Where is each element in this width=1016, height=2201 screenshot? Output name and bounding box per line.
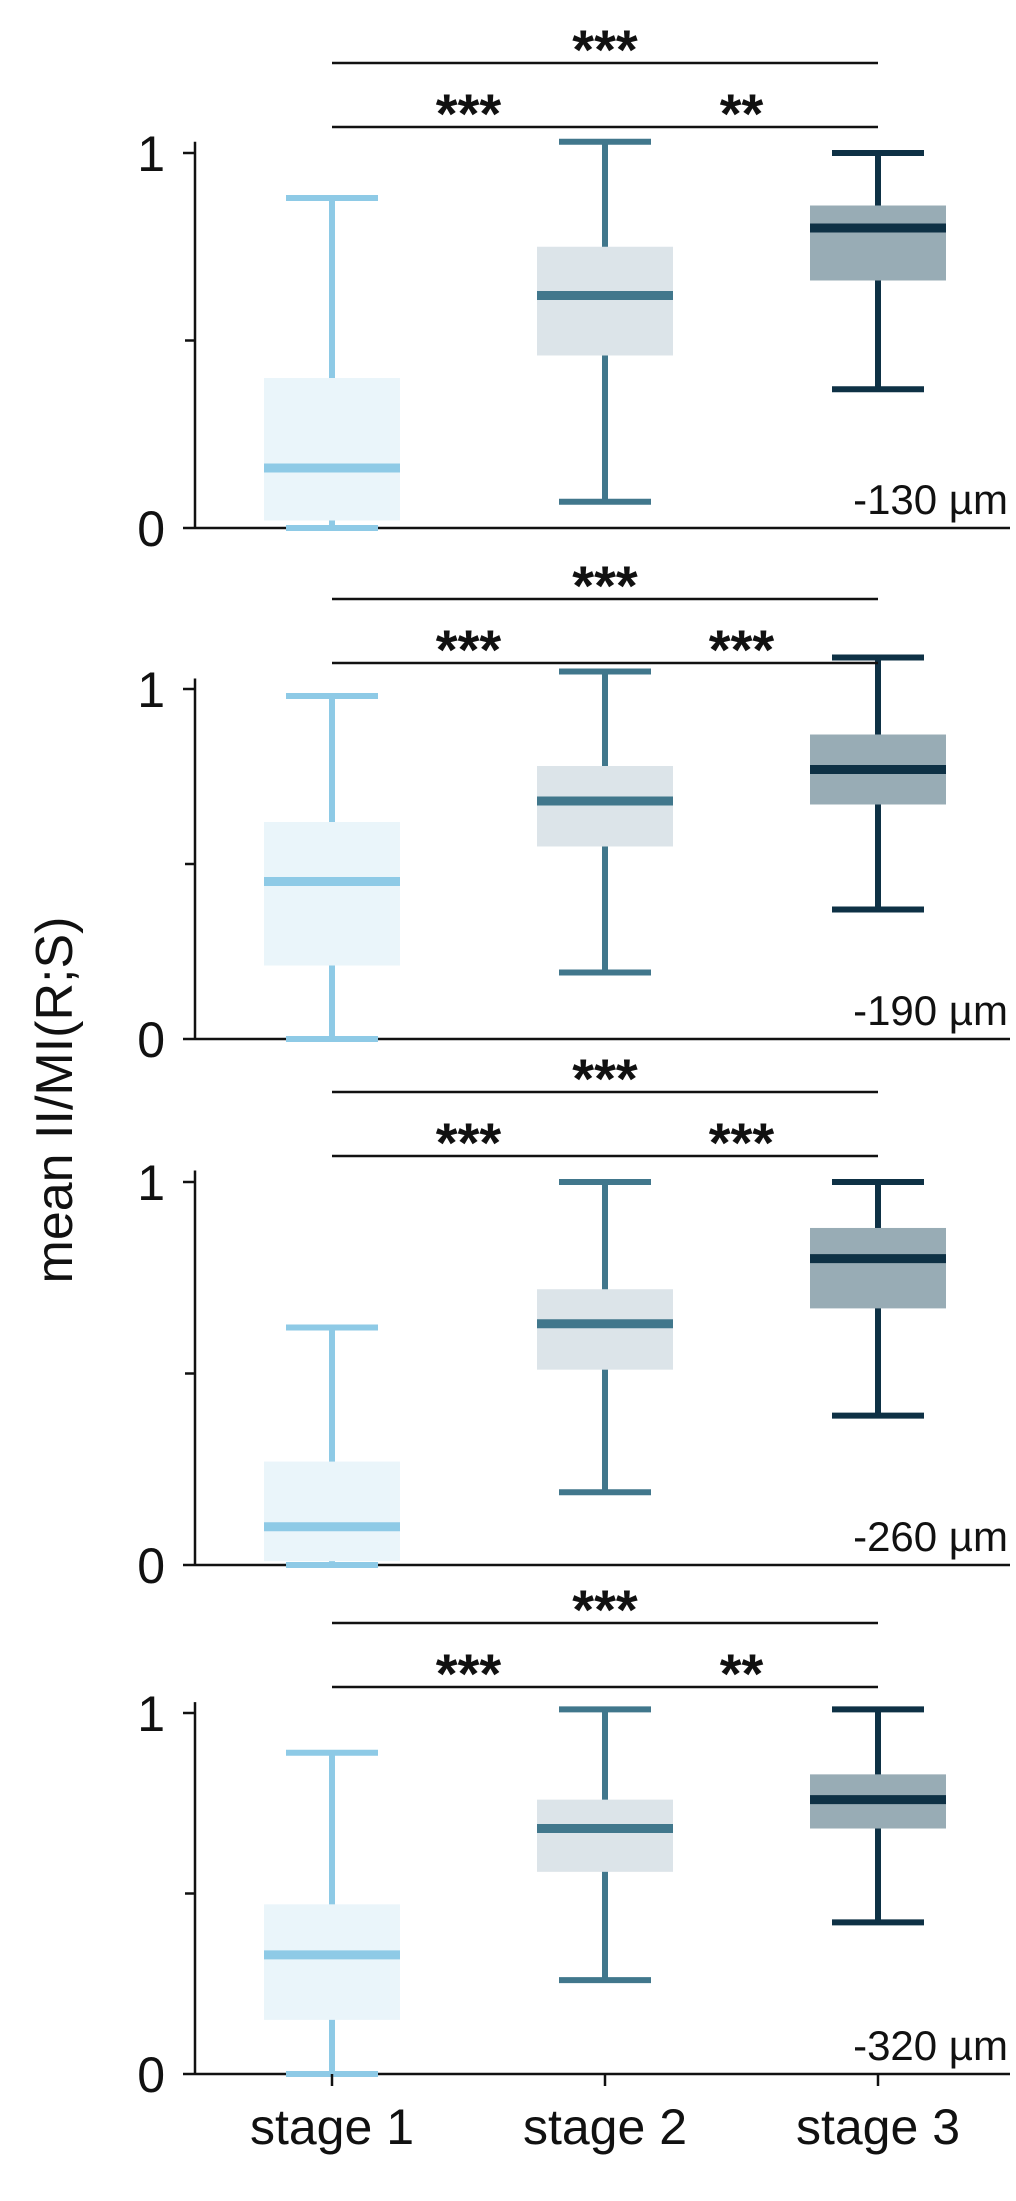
y-tick-label: 0 (137, 501, 165, 557)
significance-label: *** (436, 1642, 502, 1705)
depth-label: -130 µm (853, 476, 1008, 523)
box-stage-3 (810, 654, 946, 913)
significance-label: *** (436, 1111, 502, 1174)
box-stage-1 (264, 693, 400, 1042)
box-stage-2 (537, 668, 673, 976)
y-axis-label: mean II/MI(R;S) (26, 917, 84, 1284)
box-stage-1 (264, 1324, 400, 1568)
iqr-box (264, 1461, 400, 1562)
significance-label: *** (436, 82, 502, 145)
x-tick-label: stage 1 (250, 2099, 414, 2155)
box-stage-1 (264, 1749, 400, 2077)
x-axis-tick-labels: stage 1 stage 2 stage 3 (250, 2074, 960, 2155)
panel-1: 01****** **-130 µm (137, 18, 1010, 557)
panel-4: 01****** **-320 µm (137, 1578, 1010, 2103)
significance-label: ** (720, 1642, 764, 1705)
y-tick-label: 1 (137, 1155, 165, 1211)
iqr-box (264, 378, 400, 521)
depth-label: -320 µm (853, 2022, 1008, 2069)
y-tick-label: 0 (137, 2047, 165, 2103)
box-stage-3 (810, 150, 946, 393)
iqr-box (537, 1289, 673, 1370)
box-stage-2 (537, 1179, 673, 1496)
iqr-box (810, 205, 946, 281)
significance-label: *** (709, 618, 775, 681)
box-stage-3 (810, 1179, 946, 1419)
significance-label: *** (436, 618, 502, 681)
iqr-box (264, 822, 400, 966)
iqr-box (537, 246, 673, 356)
iqr-box (264, 1904, 400, 2020)
x-tick-label: stage 3 (796, 2099, 960, 2155)
significance-label: *** (572, 18, 638, 81)
y-tick-label: 0 (137, 1538, 165, 1594)
y-tick-label: 1 (137, 662, 165, 718)
iqr-box (810, 1227, 946, 1309)
depth-label: -190 µm (853, 987, 1008, 1034)
panel-3: 0 1 *** *** *** -260 µm (137, 1047, 1010, 1594)
box-stage-2 (537, 138, 673, 505)
y-tick-label: 0 (137, 1012, 165, 1068)
box-stage-2 (537, 1706, 673, 1984)
panel-2: 0 1 *** *** *** -190 µm (137, 554, 1010, 1068)
iqr-box (537, 766, 673, 847)
depth-label: -260 µm (853, 1513, 1008, 1560)
significance-label: *** (572, 1047, 638, 1110)
significance-label: *** (572, 554, 638, 617)
box-stage-1 (264, 195, 400, 531)
significance-label: ** (720, 82, 764, 145)
y-tick-label: 1 (137, 1686, 165, 1742)
y-tick-label: 1 (137, 126, 165, 182)
significance-label: *** (709, 1111, 775, 1174)
box-stage-3 (810, 1706, 946, 1926)
x-tick-label: stage 2 (523, 2099, 687, 2155)
iqr-box (537, 1799, 673, 1872)
significance-label: *** (572, 1578, 638, 1641)
